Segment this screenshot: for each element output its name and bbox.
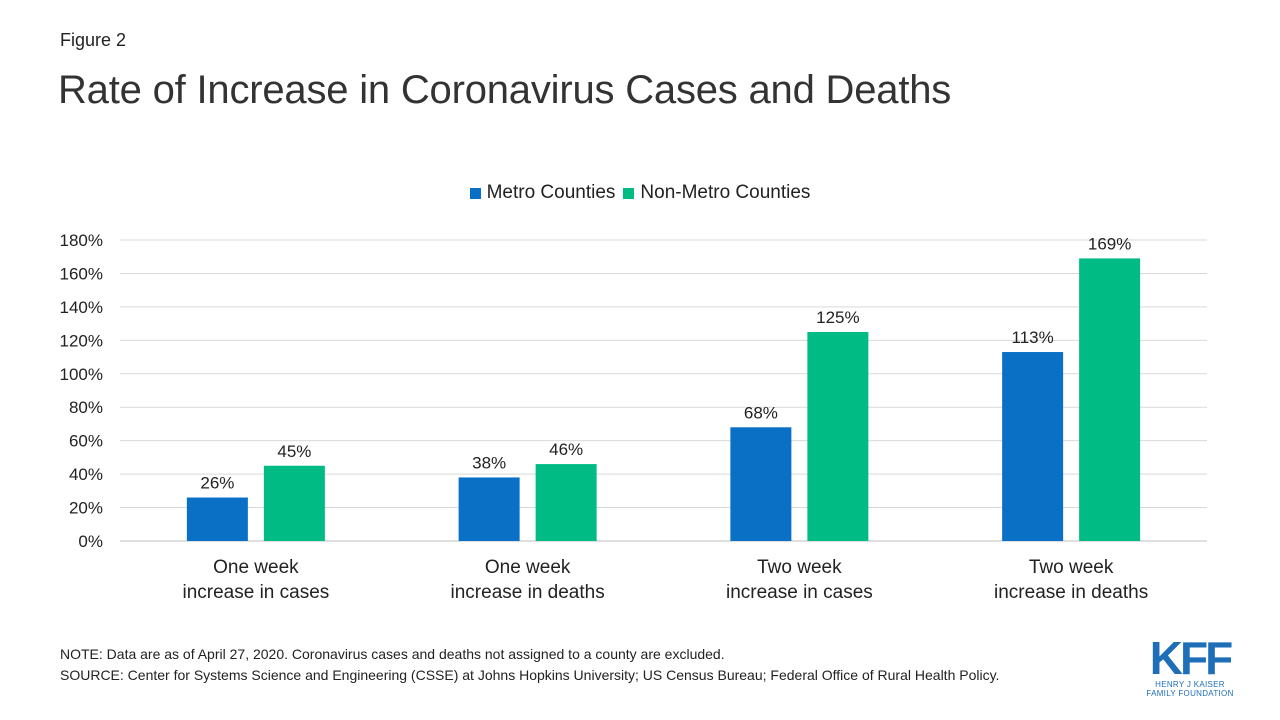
- legend-label-metro: Metro Counties: [486, 182, 616, 203]
- bar-metro: [186, 497, 248, 541]
- note-text: NOTE: Data are as of April 27, 2020. Cor…: [60, 646, 725, 662]
- bar-metro: [458, 477, 520, 541]
- bar-metro: [730, 427, 792, 541]
- y-tick-label: 140%: [60, 298, 103, 317]
- legend-item-non-metro: Non-Metro Counties: [623, 182, 810, 204]
- bar-chart: 0% 20% 40% 60% 80% 100% 120% 140% 160% 180% 26% 45%…: [60, 231, 1207, 603]
- x-category-label: One week: [213, 557, 299, 578]
- y-tick-label: 0%: [78, 532, 103, 551]
- data-label: 68%: [744, 403, 778, 422]
- y-tick-label: 180%: [60, 231, 103, 250]
- x-category-label: One week: [485, 557, 571, 578]
- data-label: 125%: [816, 308, 859, 327]
- data-label: 38%: [472, 453, 506, 472]
- kff-logo: KFF HENRY J KAISER FAMILY FOUNDATION: [1142, 632, 1238, 698]
- y-tick-label: 160%: [60, 264, 103, 283]
- x-category-label: Two week: [757, 557, 842, 578]
- legend-label-non-metro: Non-Metro Counties: [640, 182, 811, 203]
- x-category-label: increase in cases: [726, 582, 873, 603]
- legend-swatch-metro: [469, 187, 481, 199]
- data-label: 46%: [549, 440, 583, 459]
- y-tick-label: 20%: [69, 499, 103, 518]
- data-label: 26%: [200, 474, 234, 493]
- x-category-label: increase in deaths: [994, 582, 1148, 603]
- figure-label: Figure 2: [60, 30, 127, 50]
- y-tick-label: 60%: [69, 432, 103, 451]
- bar-non-metro: [1079, 258, 1141, 541]
- chart-legend: Metro Counties Non-Metro Counties: [0, 182, 1280, 204]
- y-tick-label: 80%: [69, 398, 103, 417]
- y-tick-label: 120%: [60, 331, 103, 350]
- legend-swatch-non-metro: [623, 187, 635, 199]
- bar-non-metro: [535, 464, 597, 541]
- y-tick-label: 100%: [60, 365, 103, 384]
- bar-metro: [1002, 352, 1064, 541]
- logo-line-1: HENRY J KAISER: [1155, 680, 1225, 689]
- footnotes: NOTE: Data are as of April 27, 2020. Cor…: [60, 645, 1100, 687]
- x-category-label: increase in deaths: [451, 582, 605, 603]
- legend-item-metro: Metro Counties: [469, 182, 616, 204]
- source-text: SOURCE: Center for Systems Science and E…: [60, 667, 1000, 683]
- x-category-label: Two week: [1029, 557, 1114, 578]
- data-label: 113%: [1012, 328, 1054, 347]
- data-label: 169%: [1088, 234, 1131, 253]
- x-category-label: increase in cases: [182, 582, 329, 603]
- chart-title: Rate of Increase in Coronavirus Cases an…: [58, 68, 952, 112]
- logo-mark: KFF: [1149, 632, 1233, 684]
- data-label: 45%: [277, 442, 311, 461]
- bar-non-metro: [263, 465, 325, 541]
- y-tick-label: 40%: [69, 465, 103, 484]
- logo-line-2: FAMILY FOUNDATION: [1146, 689, 1234, 698]
- bar-non-metro: [807, 331, 869, 541]
